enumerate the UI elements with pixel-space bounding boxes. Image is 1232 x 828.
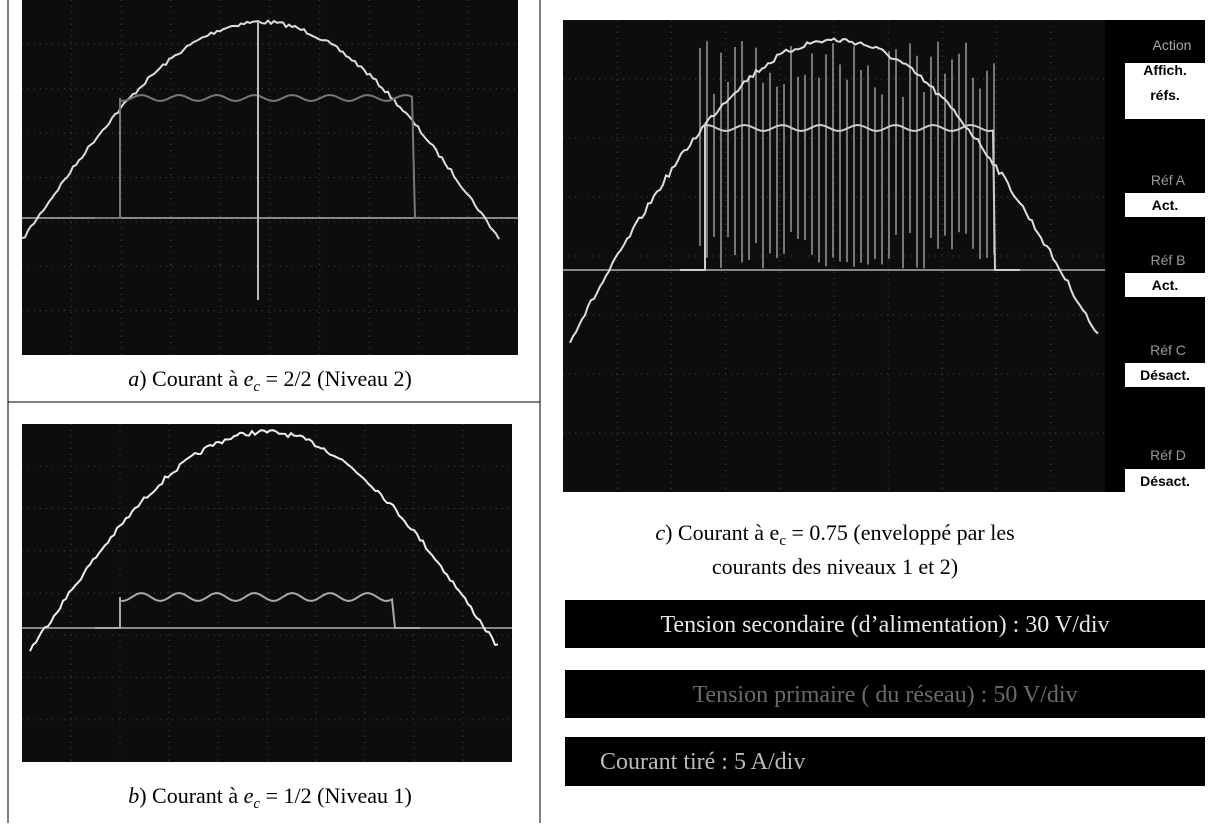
caption-text: = 2/2 (Niveau 2) bbox=[260, 366, 412, 391]
caption-text: ) Courant à e bbox=[665, 520, 779, 545]
traces bbox=[21, 0, 1105, 762]
menu-box bbox=[1125, 363, 1205, 387]
menu-label: Affich. bbox=[1143, 62, 1187, 78]
menu-label: Réf A bbox=[1151, 172, 1186, 188]
trace bbox=[569, 37, 1099, 344]
caption-a: a) Courant à ec = 2/2 (Niveau 2) bbox=[128, 366, 412, 395]
menu-label: Act. bbox=[1152, 197, 1178, 213]
caption-var: e bbox=[244, 366, 254, 391]
caption-text: = 0.75 (enveloppé par les bbox=[786, 520, 1015, 545]
scale-label: Tension primaire ( du réseau) : 50 V/div bbox=[692, 682, 1077, 708]
caption-label: b bbox=[128, 783, 139, 808]
scale-box bbox=[565, 737, 1205, 786]
scope-a bbox=[22, 0, 518, 355]
trace bbox=[21, 19, 500, 240]
menu-box bbox=[1125, 63, 1205, 119]
scale-box bbox=[565, 600, 1205, 648]
menu-box bbox=[1125, 193, 1205, 217]
caption-var: e bbox=[244, 783, 254, 808]
menu-label: réfs. bbox=[1150, 87, 1180, 103]
caption-text: ) Courant à bbox=[139, 366, 243, 391]
caption-sub: c bbox=[253, 379, 260, 395]
menu-label: Act. bbox=[1152, 277, 1178, 293]
caption-text: ) Courant à bbox=[139, 783, 243, 808]
menu-box bbox=[1125, 469, 1205, 493]
menu-label: Réf D bbox=[1150, 447, 1186, 463]
caption-b: b) Courant à ec = 1/2 (Niveau 1) bbox=[128, 783, 412, 812]
trace bbox=[95, 591, 420, 629]
menu-box bbox=[1125, 273, 1205, 297]
scale-box bbox=[565, 670, 1205, 718]
caption-label: a bbox=[128, 366, 139, 391]
caption-text: courants des niveaux 1 et 2) bbox=[712, 554, 958, 579]
menu: Affich. réfs. Réf A Act. Réf B Act. Réf C Désac… bbox=[1125, 62, 1205, 493]
scale-label: Tension secondaire (d’alimentation) : 30… bbox=[660, 612, 1109, 638]
menu-label: Réf C bbox=[1150, 342, 1186, 358]
trace bbox=[29, 429, 499, 652]
caption-sub: c bbox=[779, 533, 786, 549]
menu-label: Réf B bbox=[1150, 252, 1185, 268]
caption-c: c) Courant à ec = 0.75 (enveloppé par le… bbox=[655, 520, 1014, 549]
trace bbox=[680, 123, 1020, 271]
menu-label: Désact. bbox=[1140, 367, 1190, 383]
scale-label: Courant tiré : 5 A/div bbox=[600, 749, 805, 775]
caption-sub: c bbox=[253, 796, 260, 812]
menu-title: Action bbox=[1153, 37, 1192, 53]
caption-text: = 1/2 (Niveau 1) bbox=[260, 783, 412, 808]
trace bbox=[95, 93, 440, 219]
menu-label: Désact. bbox=[1140, 473, 1190, 489]
caption-label: c bbox=[655, 520, 665, 545]
